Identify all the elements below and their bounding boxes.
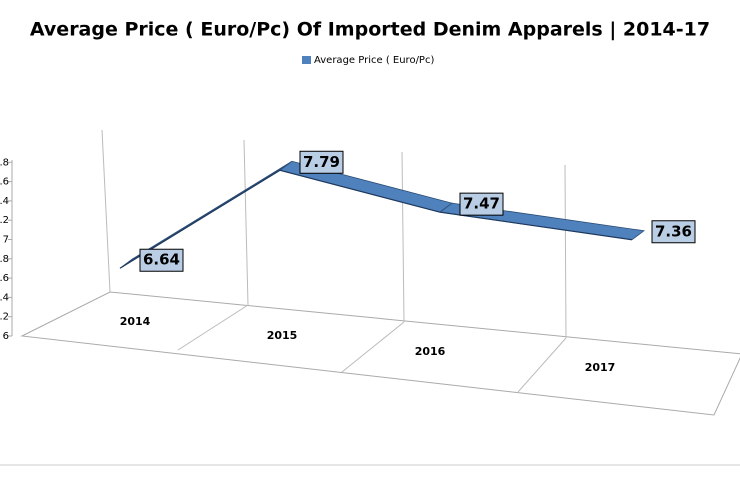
y-tick-label: 7.2 xyxy=(0,215,9,226)
legend-swatch xyxy=(302,56,311,64)
value-label: 7.36 xyxy=(655,222,692,240)
floor-divider xyxy=(517,337,567,393)
x-tick-label: 2016 xyxy=(415,345,446,358)
value-label: 6.64 xyxy=(143,251,180,269)
y-tick-label: 6 xyxy=(3,331,9,342)
wall-line xyxy=(101,129,111,293)
line-edge xyxy=(119,169,633,269)
y-tick-label: 6.6 xyxy=(0,273,9,284)
chart-title: Average Price ( Euro/Pc) Of Imported Den… xyxy=(30,19,710,41)
floor-divider xyxy=(177,304,249,351)
legend-label: Average Price ( Euro/Pc) xyxy=(314,55,434,66)
y-tick-label: 6.4 xyxy=(0,292,9,303)
y-tick-label: 6.2 xyxy=(0,312,9,323)
y-tick-label: 7.6 xyxy=(0,177,9,188)
value-label: 7.79 xyxy=(303,153,340,171)
value-label-box xyxy=(139,248,184,272)
x-tick-label: 2017 xyxy=(585,361,616,374)
y-tick-label: 7.8 xyxy=(0,157,9,168)
y-tick-label: 7 xyxy=(3,235,9,246)
value-label-box xyxy=(299,150,344,174)
wall-line xyxy=(401,151,405,323)
wall-line xyxy=(243,139,249,306)
wall-line xyxy=(564,164,567,339)
value-label-box xyxy=(459,192,504,216)
value-label-box xyxy=(651,220,696,244)
x-tick-label: 2014 xyxy=(120,315,151,328)
value-label: 7.47 xyxy=(463,195,500,213)
y-tick-label: 6.8 xyxy=(0,254,9,265)
x-tick-label: 2015 xyxy=(267,329,298,342)
y-tick-label: 7.4 xyxy=(0,196,9,207)
floor xyxy=(20,291,740,416)
floor-divider xyxy=(341,321,405,373)
